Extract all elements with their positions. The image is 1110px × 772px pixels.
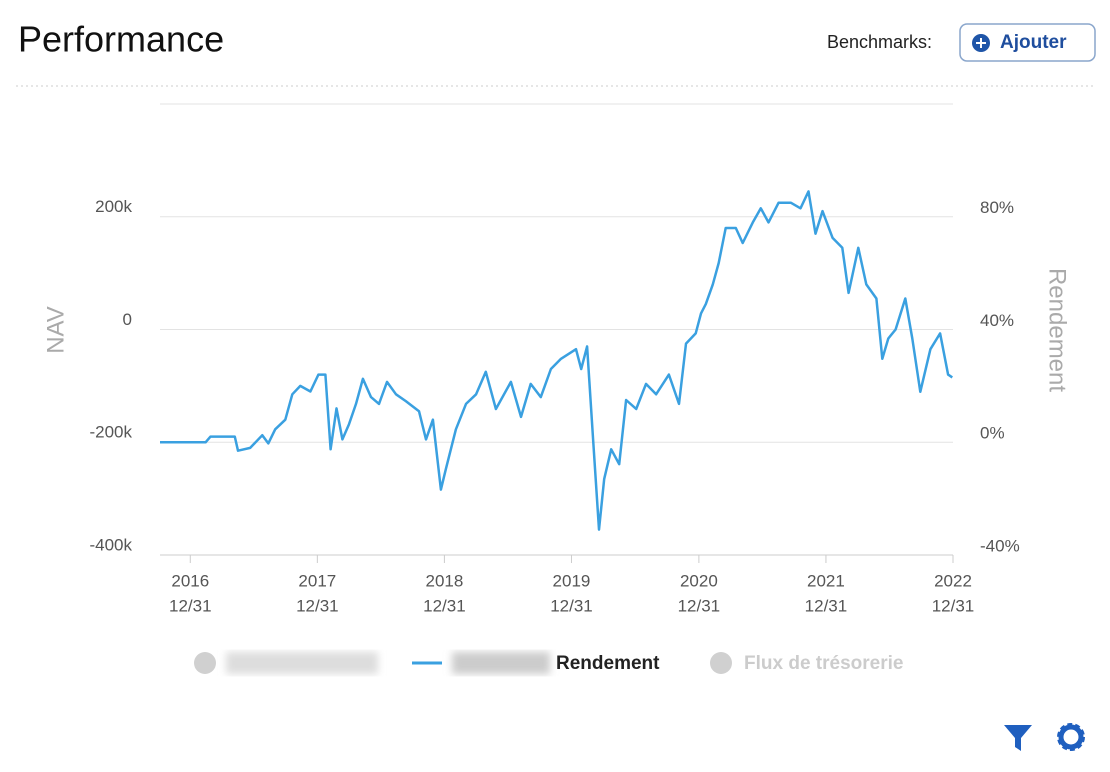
y2-tick-label: 80%: [980, 198, 1014, 217]
x-tick-label: 2016: [171, 571, 209, 590]
series-line: [160, 190, 953, 531]
x-tick-label: 12/31: [550, 596, 593, 615]
y2-tick-label: -40%: [980, 536, 1020, 555]
legend-dot[interactable]: [194, 652, 216, 674]
x-tick-label: 12/31: [296, 596, 339, 615]
legend-dot[interactable]: [710, 652, 732, 674]
y2-tick-label: 0%: [980, 424, 1005, 443]
x-tick-label: 2022: [934, 571, 972, 590]
button-label[interactable]: Ajouter: [1000, 32, 1067, 53]
benchmarks-label: Benchmarks:: [827, 32, 932, 52]
y2-axis-title: Rendement: [1044, 268, 1071, 392]
gear-ring[interactable]: [1058, 724, 1084, 750]
y-tick-label: -400k: [89, 535, 132, 554]
settings-icon[interactable]: [1057, 723, 1085, 751]
y-tick-label: 200k: [95, 197, 132, 216]
x-tick-label: 2019: [553, 571, 591, 590]
y-axis-title: NAV: [42, 306, 69, 354]
x-tick-label: 12/31: [169, 596, 212, 615]
x-tick-label: 2020: [680, 571, 718, 590]
filter-icon[interactable]: [1004, 725, 1032, 751]
x-tick-label: 12/31: [678, 596, 721, 615]
redacted-label: [452, 652, 550, 674]
x-tick-label: 2017: [298, 571, 336, 590]
button-frame[interactable]: [959, 23, 1096, 62]
legend: Rendement Flux de trésorerie: [194, 652, 903, 674]
legend-label[interactable]: Flux de trésorerie: [744, 653, 903, 674]
x-tick-label: 12/31: [932, 596, 975, 615]
y-tick-label: 0: [123, 310, 132, 329]
x-tick-label: 12/31: [805, 596, 848, 615]
x-tick-label: 2018: [425, 571, 463, 590]
redacted-label: [226, 652, 378, 674]
y-tick-label: -200k: [89, 423, 132, 442]
x-tick-label: 12/31: [423, 596, 466, 615]
plus-sign: [976, 38, 986, 48]
y2-tick-label: 40%: [980, 311, 1014, 330]
page-title: Performance: [18, 19, 224, 60]
x-tick-label: 2021: [807, 571, 845, 590]
add-button[interactable]: Ajouter: [959, 23, 1096, 62]
legend-label[interactable]: Rendement: [556, 653, 660, 674]
